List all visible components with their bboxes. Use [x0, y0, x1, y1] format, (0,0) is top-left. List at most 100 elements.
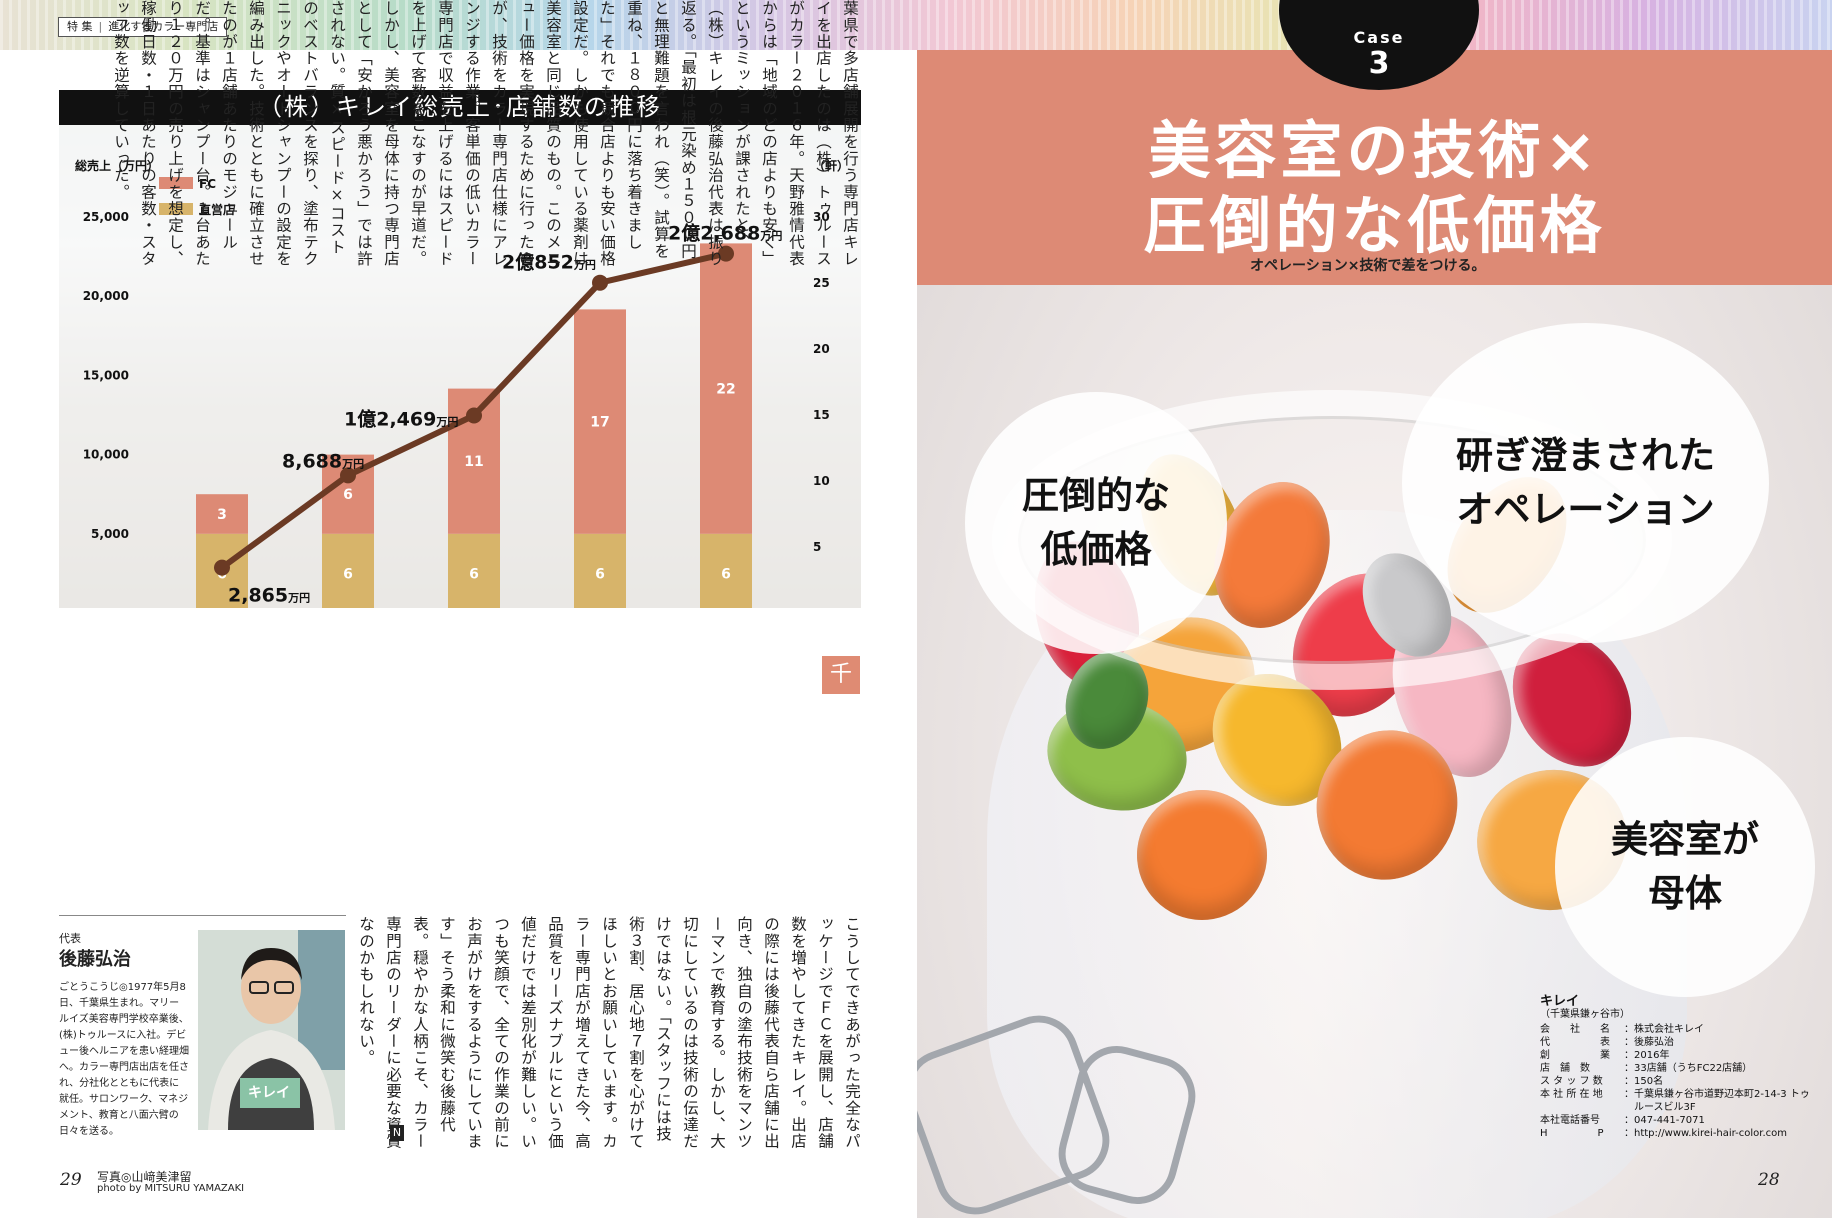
photo-credit-jp: 写真◎山﨑美津留	[97, 1170, 192, 1184]
bar-value-label: 6	[595, 566, 605, 582]
y-tick-label: 0	[121, 606, 129, 608]
bar-direct	[574, 533, 626, 608]
sales-point	[592, 274, 608, 291]
company-info-value: 後藤弘治	[1634, 1037, 1674, 1048]
photo-credit-en: photo by MITSURU YAMAZAKI	[97, 1183, 245, 1194]
feature-circle-salon-parent: 美容室が 母体	[1555, 737, 1815, 997]
company-info-label: H P	[1540, 1128, 1604, 1139]
y-tick-label: 5,000	[91, 527, 129, 541]
sales-value-unit: 万円	[287, 592, 310, 605]
feature-line: 母体	[1648, 872, 1722, 915]
company-info-colon: ：	[1624, 1050, 1634, 1061]
company-info-value: 株式会社キレイ	[1634, 1024, 1704, 1035]
chart-title: （株）キレイ総売上･店舗数の推移	[59, 90, 861, 125]
company-info-row: 会 社 名 ：株式会社キレイ	[1540, 1023, 1810, 1036]
y-tick-label: 10,000	[83, 448, 129, 462]
company-info-label: 店 舗 数	[1540, 1063, 1590, 1074]
company-info-row: 本 社 所 在 地 ：千葉県鎌ヶ谷市道野辺本町2-14-3 トゥルースビル3F	[1540, 1088, 1810, 1114]
company-info-colon: ：	[1624, 1128, 1634, 1139]
sales-point	[718, 245, 734, 262]
headline-line-1: 美容室の技術×	[1148, 114, 1601, 187]
page-number-right: 28	[1758, 1170, 1780, 1190]
bar-direct	[322, 533, 374, 608]
sales-value-label: 2億2,688万円	[668, 222, 782, 245]
company-info-value: http://www.kirei-hair-color.com	[1634, 1128, 1787, 1139]
bar-value-label: 22	[716, 382, 735, 398]
company-info-value: 047-441-7071	[1634, 1115, 1705, 1126]
legend-swatch	[159, 177, 193, 189]
y2-tick-label: 20	[813, 342, 830, 356]
section-tag: 特 集	[67, 20, 93, 33]
feature-line: 研ぎ澄まされた	[1456, 434, 1715, 477]
sales-point	[214, 559, 230, 576]
company-info-label: 創 業	[1540, 1050, 1610, 1061]
bar-value-label: 11	[464, 454, 483, 470]
profile-name: 後藤弘治	[59, 949, 131, 970]
company-info-label: 本 社 所 在 地	[1540, 1089, 1603, 1100]
feature-line: 圧倒的な	[1022, 474, 1170, 517]
company-name: キレイ	[1540, 994, 1580, 1009]
feature-line: オペレーション	[1456, 488, 1715, 531]
case-label: Case	[1353, 28, 1405, 47]
bar-direct	[700, 533, 752, 608]
company-info-row: ス タ ッ フ 数 ： 150名	[1540, 1075, 1810, 1088]
bar-fc	[196, 494, 248, 534]
y-tick-label: 25,000	[83, 210, 129, 224]
company-info: キレイ （千葉県鎌ヶ谷市） 会 社 名：株式会社キレイ代 表：後藤弘治創 業： 2…	[1540, 995, 1810, 1140]
subheadline: オペレーション×技術で差をつける。	[1250, 258, 1486, 274]
feature-circle-low-price: 圧倒的な 低価格	[965, 392, 1227, 654]
apron-text: キレイ	[248, 1085, 290, 1101]
company-info-value: 2016年	[1634, 1050, 1670, 1061]
bar-fc	[574, 309, 626, 534]
sales-value-unit: 万円	[341, 457, 364, 470]
company-info-colon: ：	[1624, 1037, 1634, 1048]
case-badge: Case 3	[1279, 0, 1479, 90]
bar-value-label: 6	[343, 566, 353, 582]
section-header-label: 特 集 | 進化するカラー専門店	[58, 17, 228, 37]
company-info-row: 店 舗 数 ： 33店舗（うちFC22店舗）	[1540, 1062, 1810, 1075]
sales-value-unit: 万円	[573, 259, 596, 272]
company-info-row: H P ： http://www.kirei-hair-color.com	[1540, 1127, 1810, 1140]
profile-photo: キレイ	[198, 930, 345, 1130]
y-tick-label: 20,000	[83, 289, 129, 303]
company-info-row: 代 表 ：後藤弘治	[1540, 1036, 1810, 1049]
bar-value-label: 6	[721, 566, 731, 582]
company-info-value: 千葉県鎌ヶ谷市道野辺本町2-14-3 トゥルースビル3F	[1634, 1089, 1810, 1113]
company-info-row: 本社電話番号 ： 047-441-7071	[1540, 1114, 1810, 1127]
legend-swatch	[159, 203, 193, 215]
y2-tick-label: 30	[813, 210, 830, 224]
company-location: （千葉県鎌ヶ谷市）	[1540, 1009, 1630, 1020]
company-info-label: ス タ ッ フ 数	[1540, 1076, 1603, 1087]
company-info-colon: ：	[1624, 1063, 1634, 1074]
company-info-value: 33店舗（うちFC22店舗）	[1634, 1063, 1753, 1074]
y2-tick-label: 15	[813, 408, 830, 422]
sales-value-unit: 万円	[435, 415, 458, 428]
sales-point	[340, 467, 356, 484]
company-info-colon: ：	[1624, 1076, 1634, 1087]
company-info-label: 会 社 名	[1540, 1024, 1610, 1035]
profile-role: 代表	[59, 932, 81, 945]
y2-tick-label: 10	[813, 474, 830, 488]
company-info-colon: ：	[1624, 1115, 1634, 1126]
header-band	[0, 0, 1832, 50]
bar-fc	[700, 243, 752, 534]
legend-label: 直営店	[199, 202, 235, 217]
dropcap: 千	[822, 656, 860, 694]
y2-tick-label: 25	[813, 276, 830, 290]
sales-value-unit: 万円	[759, 230, 782, 243]
y2-tick-label: 5	[813, 540, 821, 554]
chart-plot: 総売上（万円） （軒） 0 5,000 10,000 15,000 20,000 25,000…	[75, 158, 849, 608]
company-info-row: 創 業 ： 2016年	[1540, 1049, 1810, 1062]
sales-value-label: 2,865万円	[228, 585, 310, 607]
bar-value-label: 3	[217, 507, 227, 523]
profile-bio: ごとうこうじ◎1977年5月8日、千葉県生まれ。マリールイズ美容専門学校卒業後、…	[59, 982, 189, 1137]
article-column-2: こうしてできあがった完全なパッケージでＦＣを展開し、店舗数を増やしてきたキレイ。…	[357, 916, 861, 1150]
feature-line: 美容室が	[1611, 818, 1759, 861]
bar-value-label: 6	[469, 566, 479, 582]
bar-value-label: 6	[343, 487, 353, 503]
company-info-label: 代 表	[1540, 1037, 1610, 1048]
sales-value-label: 1億2,469万円	[344, 407, 458, 430]
profile-divider	[59, 915, 346, 916]
page-number-left: 29	[60, 1170, 82, 1190]
company-info-label: 本社電話番号	[1540, 1115, 1600, 1126]
